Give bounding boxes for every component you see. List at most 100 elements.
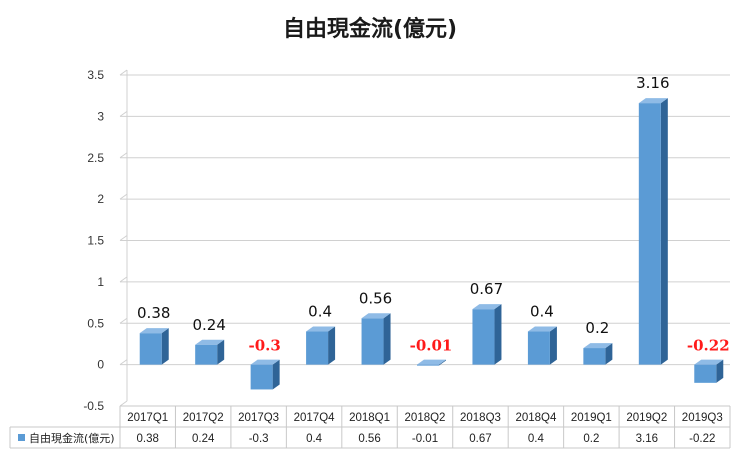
bar [472, 304, 502, 365]
bar-side [549, 326, 557, 365]
bar-front [527, 331, 550, 365]
bar-top [250, 359, 280, 365]
grid-line-depth [119, 235, 128, 241]
y-tick-label: 2.5 [87, 151, 104, 165]
grid-line-depth [119, 400, 128, 407]
bar-front [361, 318, 384, 365]
bar-front [472, 309, 495, 365]
table-value: 3.16 [636, 433, 658, 445]
bar-top [139, 328, 169, 334]
data-label: 0.4 [530, 303, 554, 321]
grid-line-depth [119, 152, 128, 159]
bar-top [583, 343, 613, 349]
data-label: 0.4 [308, 303, 332, 321]
bar-side [660, 98, 668, 365]
table-value: 0.67 [469, 433, 491, 445]
data-label: 0.67 [470, 280, 503, 298]
y-tick-label: 3 [97, 109, 104, 123]
y-tick-label: 1 [97, 275, 104, 289]
y-tick-label: 2 [97, 192, 104, 206]
table-value: -0.22 [689, 433, 715, 445]
bar-top [527, 326, 557, 332]
y-tick-label: -0.5 [83, 399, 104, 413]
bar-side [605, 343, 613, 365]
category-label: 2018Q3 [460, 412, 501, 424]
bar-top [472, 304, 502, 310]
bar [527, 326, 557, 365]
chart-title: 自由現金流(億元) [283, 16, 457, 42]
table-value: -0.3 [249, 433, 269, 445]
bar-top [638, 98, 668, 104]
data-label: -0.01 [410, 337, 453, 355]
y-tick-label: 0.5 [87, 316, 104, 330]
y-tick-label: 0 [97, 358, 104, 372]
bar [306, 326, 336, 365]
data-label: 0.24 [192, 316, 225, 334]
legend-swatch [18, 434, 25, 441]
bar-top [361, 313, 391, 319]
data-table: 2017Q1 2017Q2 2017Q3 2017Q4 2018Q1 2018Q2 2018… [9, 405, 731, 449]
category-label: 2018Q4 [515, 412, 557, 424]
bar [694, 359, 724, 383]
category-label: 2017Q2 [183, 412, 224, 424]
category-label: 2019Q1 [571, 412, 612, 424]
data-label: 0.2 [585, 319, 609, 337]
table-value: 0.38 [137, 433, 159, 445]
bar-front [583, 348, 606, 365]
table-value: 0.4 [306, 433, 323, 445]
bar-top [694, 359, 724, 365]
y-tick-label: 3.5 [87, 68, 104, 82]
data-label: 3.16 [636, 74, 669, 92]
bar-side [439, 359, 446, 366]
data-label: -0.3 [248, 337, 280, 355]
bar-side [217, 339, 225, 365]
bar-top [306, 326, 336, 332]
bar [583, 343, 613, 365]
bar-side [716, 359, 724, 383]
data-label: 0.56 [359, 289, 392, 307]
bar [195, 339, 225, 365]
bar-front [195, 344, 218, 365]
legend-label: 自由現金流(億元) [29, 431, 115, 445]
bar [417, 359, 446, 366]
bar-front [250, 364, 273, 390]
data-labels: 0.38 0.24 -0.3 0.4 0.56 -0.01 0.67 0.4 0.2 3.16 -0… [137, 74, 730, 354]
data-label: 0.38 [137, 304, 170, 322]
bar [638, 98, 668, 365]
grid-line-depth [119, 317, 128, 324]
bar-front [306, 331, 329, 365]
y-tick-label: 1.5 [87, 234, 104, 248]
category-label: 2019Q3 [682, 412, 723, 424]
category-label: 2017Q4 [294, 412, 336, 424]
bar-front [638, 103, 661, 365]
bar-side [272, 359, 280, 390]
data-label: -0.22 [687, 337, 730, 355]
category-label: 2017Q3 [238, 412, 279, 424]
grid-line-depth [119, 359, 128, 366]
bar-side [383, 313, 391, 365]
grid-line-depth [119, 110, 128, 117]
grid-line-depth [119, 276, 128, 283]
category-label: 2018Q2 [405, 412, 446, 424]
y-axis: 3.5 3 2.5 2 1.5 1 0.5 0 -0.5 [83, 68, 104, 413]
bar-front [139, 333, 162, 365]
bar-front [694, 364, 717, 383]
table-value: -0.01 [412, 433, 438, 445]
bars [139, 98, 724, 390]
category-label: 2018Q1 [349, 412, 390, 424]
bar [250, 359, 280, 390]
bar-side [328, 326, 336, 365]
grid-line-depth [119, 193, 128, 200]
bar-side [161, 328, 169, 365]
bar [361, 313, 391, 365]
table-value: 0.56 [358, 433, 380, 445]
bar-front [417, 364, 439, 366]
table-value: 0.2 [583, 433, 599, 445]
category-label: 2017Q1 [127, 412, 168, 424]
grid-line-depth [119, 69, 128, 76]
category-label: 2019Q2 [626, 412, 667, 424]
bar [139, 328, 169, 365]
bar-side [494, 304, 502, 365]
table-value: 0.4 [528, 433, 545, 445]
